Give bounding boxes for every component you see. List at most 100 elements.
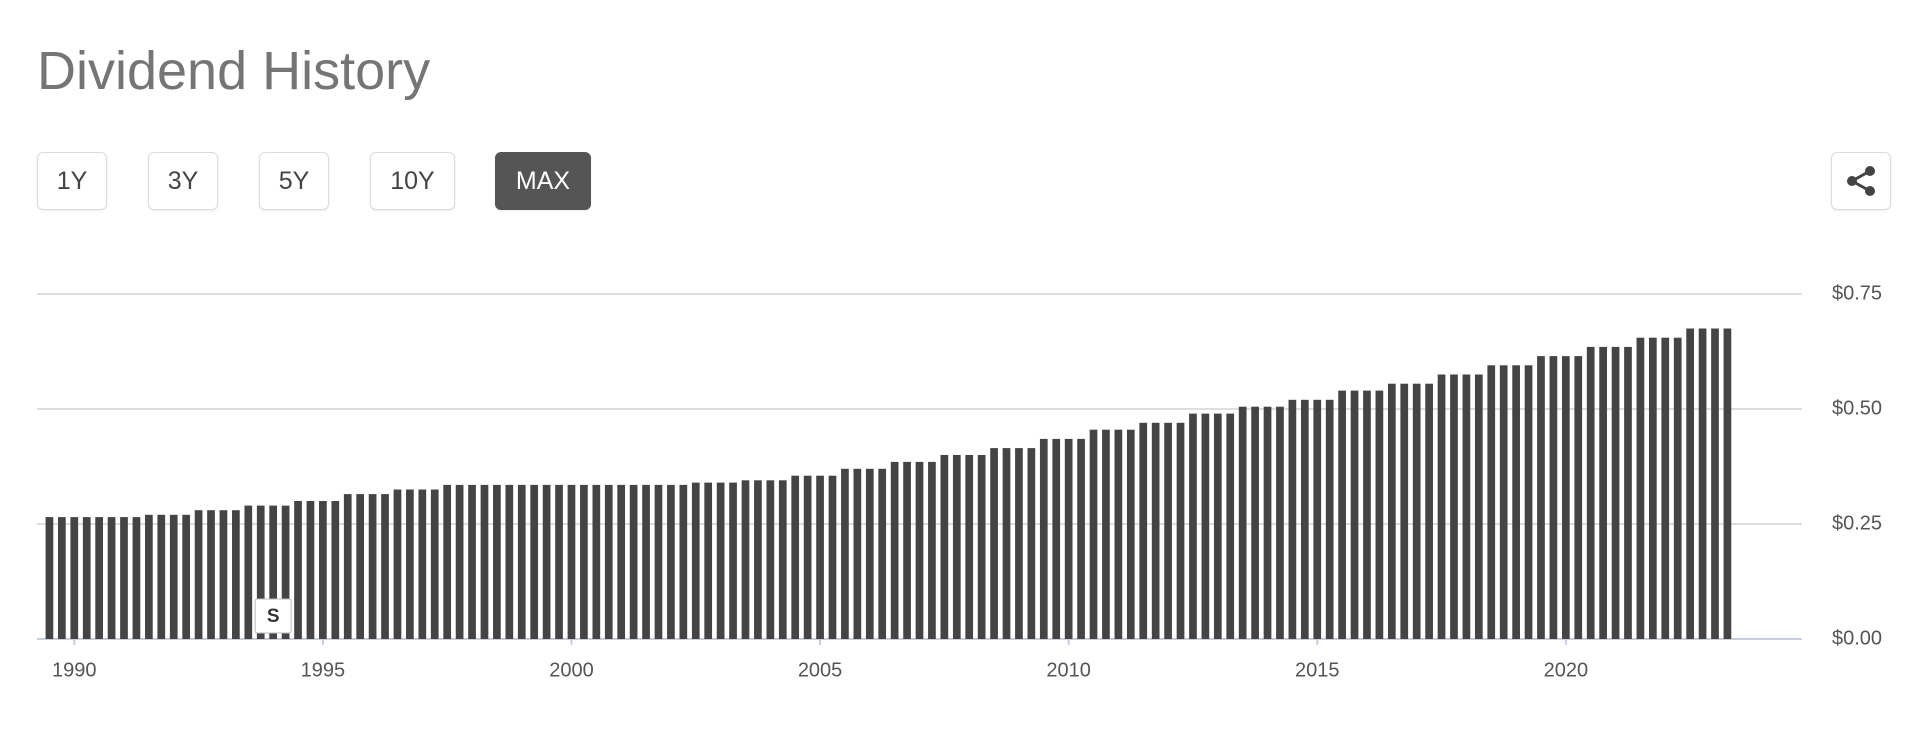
x-tick-label: 2005 (798, 659, 843, 681)
bar (1238, 406, 1247, 639)
bar (853, 468, 862, 639)
bar (1102, 429, 1110, 639)
bar (455, 484, 464, 639)
x-tick-label: 1995 (301, 659, 346, 681)
bar (1002, 448, 1011, 639)
bar (716, 482, 725, 639)
bar (219, 510, 228, 639)
range-button[interactable]: 1Y (37, 152, 107, 210)
bar (952, 455, 961, 639)
bar (1126, 429, 1135, 639)
bar (120, 517, 128, 639)
bar (766, 480, 775, 639)
bar (704, 482, 713, 639)
bar (1586, 346, 1595, 639)
bar (1624, 346, 1632, 639)
bar (1164, 422, 1172, 639)
bar (928, 461, 936, 639)
bar (1338, 390, 1346, 639)
bar (1711, 328, 1719, 639)
bar (1400, 383, 1409, 639)
bar (406, 489, 414, 639)
bar (1114, 429, 1123, 639)
bar (567, 484, 576, 639)
bar (1213, 413, 1222, 639)
bar (977, 455, 986, 639)
bar (754, 480, 762, 639)
bar (381, 494, 389, 639)
bar (1325, 399, 1334, 639)
bar (182, 514, 191, 639)
bar (343, 494, 352, 639)
share-button[interactable] (1831, 152, 1891, 210)
bar (281, 505, 290, 639)
bar (207, 510, 215, 639)
bar (816, 475, 824, 639)
bar (1189, 413, 1197, 639)
y-tick-label: $0.00 (1832, 627, 1882, 649)
bar (1437, 374, 1446, 639)
bar (1723, 328, 1732, 639)
y-tick-label: $0.25 (1832, 512, 1882, 534)
bar (493, 484, 501, 639)
bar (517, 484, 526, 639)
bar (418, 489, 427, 639)
bar (1611, 346, 1620, 639)
bar (741, 480, 750, 639)
bar (865, 468, 874, 639)
bar (1462, 374, 1471, 639)
bar (1387, 383, 1396, 639)
range-button[interactable]: 10Y (370, 152, 455, 210)
bar (878, 468, 887, 639)
bar (1524, 365, 1533, 639)
bar (443, 484, 452, 639)
x-tick-label: 2000 (549, 659, 594, 681)
bar (1412, 383, 1421, 639)
bar (1263, 406, 1272, 639)
range-button[interactable]: 5Y (259, 152, 329, 210)
bar (592, 484, 601, 639)
bar (1077, 438, 1085, 639)
bar (1425, 383, 1433, 639)
bar (1039, 438, 1048, 639)
bar (58, 517, 66, 639)
x-tick-label: 2010 (1046, 659, 1091, 681)
bar (1251, 406, 1259, 639)
bar (1151, 422, 1160, 639)
bar (1350, 390, 1359, 639)
bar (331, 501, 340, 639)
bar (691, 482, 700, 639)
bar (244, 505, 253, 639)
bar (915, 461, 924, 639)
x-tick-label: 2020 (1544, 659, 1589, 681)
annotation-label: S (267, 606, 280, 627)
bar (1549, 356, 1558, 639)
bar (1636, 337, 1645, 639)
bar (319, 501, 327, 639)
x-tick-label: 1990 (52, 659, 97, 681)
bar (1300, 399, 1309, 639)
bar (542, 484, 551, 639)
bar (1201, 413, 1210, 639)
range-button[interactable]: MAX (495, 152, 591, 210)
x-tick-label: 2015 (1295, 659, 1340, 681)
range-button[interactable]: 3Y (148, 152, 218, 210)
bar (1176, 422, 1185, 639)
bar (82, 517, 91, 639)
bar (1015, 448, 1023, 639)
bar (157, 514, 166, 639)
bar (256, 505, 265, 639)
bar (169, 514, 178, 639)
bar (1027, 448, 1036, 639)
bar (45, 517, 54, 639)
bar (965, 455, 974, 639)
bar (1288, 399, 1297, 639)
bar (145, 514, 153, 639)
bar (1226, 413, 1235, 639)
bar (1375, 390, 1384, 639)
bar (269, 505, 278, 639)
bar (629, 484, 638, 639)
y-tick-label: $0.75 (1832, 282, 1882, 304)
bar (555, 484, 563, 639)
